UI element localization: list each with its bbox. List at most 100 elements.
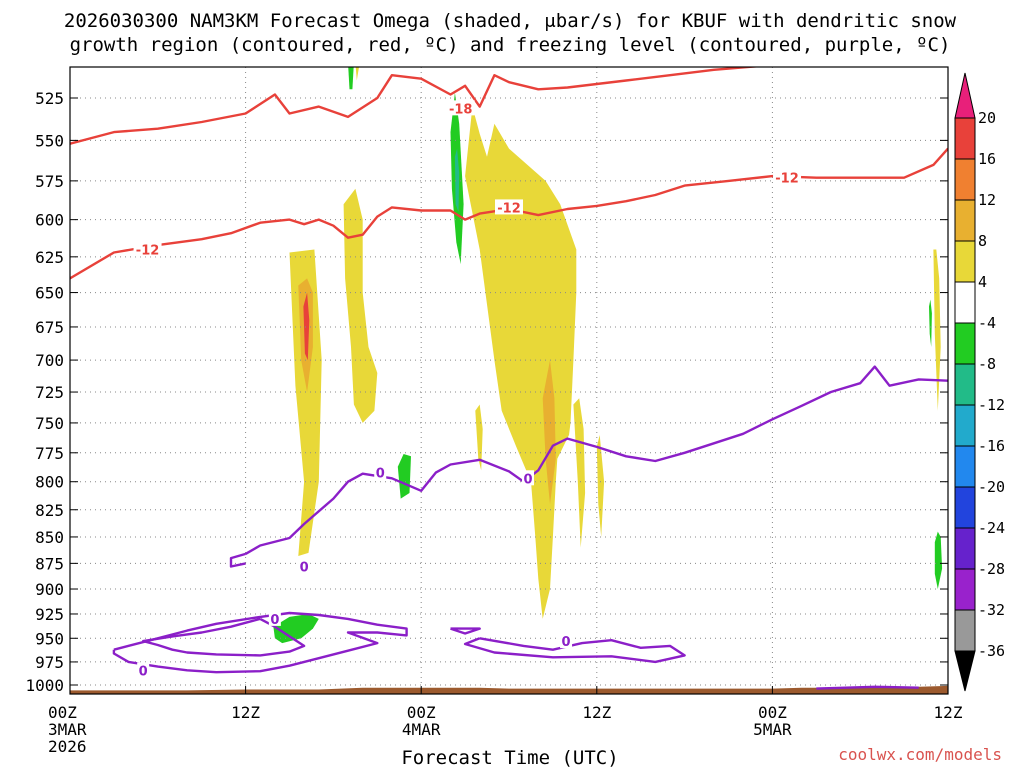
purple-contour-3 xyxy=(142,617,306,657)
colorbar-band-2 xyxy=(954,199,976,242)
purple-contour-4 xyxy=(450,627,481,635)
omega-region-12 xyxy=(454,148,460,212)
y-tick-label-575: 575 xyxy=(35,172,64,191)
chart-title-line-1: 2026030300 NAM3KM Forecast Omega (shaded… xyxy=(64,10,957,32)
omega-region-14 xyxy=(273,614,319,644)
colorbar-tick-1: 16 xyxy=(978,150,996,168)
omega-region-6 xyxy=(573,398,586,548)
y-tick-label-775: 775 xyxy=(35,444,64,463)
colorbar-tick-7: -12 xyxy=(978,396,1005,414)
contour-label-bg-4 xyxy=(374,464,387,480)
contour-label-8: 0 xyxy=(562,635,571,650)
x-tick-label-4-1: 5MAR xyxy=(753,720,792,739)
y-axis-ticks: 525 550 575 600 625 650 675 700 725 750 775 800 825 8… xyxy=(25,89,948,695)
y-tick-label-650: 650 xyxy=(35,284,64,303)
omega-region-16 xyxy=(929,299,932,347)
colorbar-tick-2: 12 xyxy=(978,191,996,209)
omega-region-10 xyxy=(355,67,359,81)
x-tick-label-2-0: 00Z xyxy=(407,703,436,722)
purple-contour-6 xyxy=(816,685,919,690)
y-tick-label-950: 950 xyxy=(35,629,64,648)
purple-contour-2 xyxy=(112,611,408,674)
colorbar-tick-13: -36 xyxy=(978,642,1005,660)
x-tick-label-0-1: 3MAR xyxy=(48,720,87,739)
omega-region-17 xyxy=(934,531,943,589)
x-tick-label-1-0: 12Z xyxy=(231,703,260,722)
y-tick-label-675: 675 xyxy=(35,318,64,337)
y-tick-label-900: 900 xyxy=(35,580,64,599)
colorbar-tick-6: -8 xyxy=(978,355,996,373)
colorbar-band-7 xyxy=(954,404,976,447)
colorbar-band-3 xyxy=(954,240,976,283)
omega-region-0 xyxy=(289,249,322,556)
colorbar-tick-3: 8 xyxy=(978,232,987,250)
x-axis-label: Forecast Time (UTC) xyxy=(401,747,618,768)
y-tick-label-875: 875 xyxy=(35,554,64,573)
contour-label-2: -12 xyxy=(775,172,799,187)
omega-region-2 xyxy=(303,292,310,361)
purple-contour-1 xyxy=(229,552,246,568)
colorbar-top-arrow xyxy=(954,72,976,119)
x-tick-label-2-1: 4MAR xyxy=(402,720,441,739)
omega-region-9 xyxy=(933,249,941,411)
colorbar-band-8 xyxy=(954,445,976,488)
contour-label-9: 0 xyxy=(139,664,148,679)
y-tick-label-1000: 1000 xyxy=(25,676,64,695)
colorbar-tick-0: 20 xyxy=(978,109,996,127)
omega-region-15 xyxy=(348,67,354,90)
terrain-surface xyxy=(70,685,948,694)
colorbar-band-6 xyxy=(954,363,976,406)
omega-region-8 xyxy=(475,404,483,471)
contour-label-bg-3 xyxy=(133,241,162,257)
colorbar-tick-8: -16 xyxy=(978,437,1005,455)
y-tick-label-700: 700 xyxy=(35,351,64,370)
contour-label-5: 0 xyxy=(523,472,532,487)
omega-region-7 xyxy=(596,435,605,537)
x-tick-label-0-2: 2026 xyxy=(48,737,87,756)
red-contour-0 xyxy=(70,67,768,145)
colorbar-band-9 xyxy=(954,486,976,529)
y-tick-label-825: 825 xyxy=(35,501,64,520)
colorbar-band-12 xyxy=(954,609,976,652)
contour-label-7: 0 xyxy=(270,613,279,628)
contour-label-bg-2 xyxy=(773,169,802,185)
colorbar-tick-12: -32 xyxy=(978,601,1005,619)
credit-text: coolwx.com/models xyxy=(838,745,1002,764)
contour-label-0: -18 xyxy=(449,102,473,117)
y-tick-label-925: 925 xyxy=(35,605,64,624)
colorbar-tick-11: -28 xyxy=(978,560,1005,578)
colorbar-tick-10: -24 xyxy=(978,519,1005,537)
y-tick-label-600: 600 xyxy=(35,211,64,230)
plot-frame xyxy=(69,66,949,695)
colorbar-band-1 xyxy=(954,158,976,201)
contour-label-6: 0 xyxy=(300,560,309,575)
colorbar-tick-5: -4 xyxy=(978,314,996,332)
contour-label-bg-8 xyxy=(560,633,573,649)
purple-contour-5 xyxy=(463,637,686,664)
x-tick-label-3-0: 12Z xyxy=(582,703,611,722)
colorbar-band-0 xyxy=(954,117,976,160)
purple-contour-0 xyxy=(245,365,948,555)
x-tick-label-4-0: 00Z xyxy=(758,703,787,722)
colorbar-band-5 xyxy=(954,322,976,365)
colorbar-band-4 xyxy=(954,281,976,324)
y-tick-label-750: 750 xyxy=(35,414,64,433)
colorbar-bottom-arrow xyxy=(954,650,976,692)
y-tick-label-550: 550 xyxy=(35,131,64,150)
y-tick-label-975: 975 xyxy=(35,653,64,672)
contour-label-bg-6 xyxy=(298,558,311,574)
omega-region-5 xyxy=(542,360,556,505)
y-tick-label-725: 725 xyxy=(35,383,64,402)
omega-region-13 xyxy=(397,454,411,499)
contour-label-bg-7 xyxy=(268,610,281,626)
colorbar-band-10 xyxy=(954,527,976,570)
omega-region-3 xyxy=(343,188,378,423)
contour-lines xyxy=(70,67,948,690)
y-tick-label-525: 525 xyxy=(35,89,64,108)
omega-region-4 xyxy=(465,106,577,619)
colorbar: 20 16 12 8 4 -4 -8 -12 -16 -20 -24 -28 -32 -36 xyxy=(954,72,1005,692)
contour-label-1: -12 xyxy=(497,201,521,216)
y-tick-label-850: 850 xyxy=(35,528,64,547)
omega-shaded-regions xyxy=(70,67,948,694)
